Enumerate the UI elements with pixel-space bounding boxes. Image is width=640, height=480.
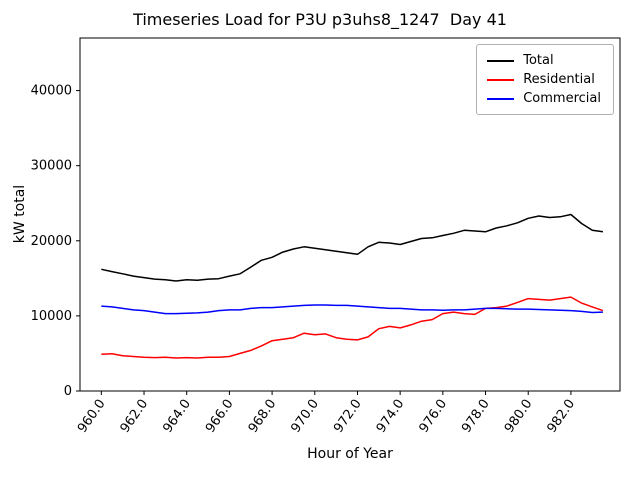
legend-line-residential xyxy=(487,78,515,81)
series-line-commercial xyxy=(101,304,603,315)
x-tick-label: 964.0 xyxy=(160,397,194,436)
y-tick-label: 20000 xyxy=(31,234,72,249)
chart-title: Timeseries Load for P3U p3uhs8_1247 Day … xyxy=(133,10,507,29)
y-tick-label: 0 xyxy=(64,384,72,399)
x-tick-label: 968.0 xyxy=(246,397,280,436)
x-tick-label: 970.0 xyxy=(288,397,322,436)
x-tick-label: 962.0 xyxy=(118,397,152,436)
x-tick-label: 966.0 xyxy=(203,397,237,436)
axes-spines xyxy=(79,37,621,392)
x-tick-label: 978.0 xyxy=(459,397,493,436)
series-line-total xyxy=(101,213,604,282)
x-tick-label: 974.0 xyxy=(374,397,408,436)
legend-label: Total xyxy=(523,53,554,68)
x-tick-label: 960.0 xyxy=(75,397,109,436)
x-tick-label: 982.0 xyxy=(545,397,579,436)
y-tick-label: 30000 xyxy=(31,159,72,174)
series-line-residential xyxy=(101,296,604,359)
legend-entry-residential: Residential xyxy=(485,70,603,89)
y-tick-label: 10000 xyxy=(31,309,72,324)
legend-entry-commercial: Commercial xyxy=(485,89,603,108)
legend-label: Commercial xyxy=(523,91,601,106)
legend-line-commercial xyxy=(487,97,515,100)
x-tick-label: 976.0 xyxy=(416,397,450,436)
legend-line-total xyxy=(487,59,515,62)
x-tick-label: 980.0 xyxy=(502,397,536,436)
x-axis-label: Hour of Year xyxy=(307,446,393,462)
legend: Total Residential Commercial xyxy=(476,44,614,115)
legend-entry-total: Total xyxy=(485,51,603,70)
y-tick-label: 40000 xyxy=(31,84,72,99)
legend-label: Residential xyxy=(523,72,595,87)
x-tick-label: 972.0 xyxy=(331,397,365,436)
